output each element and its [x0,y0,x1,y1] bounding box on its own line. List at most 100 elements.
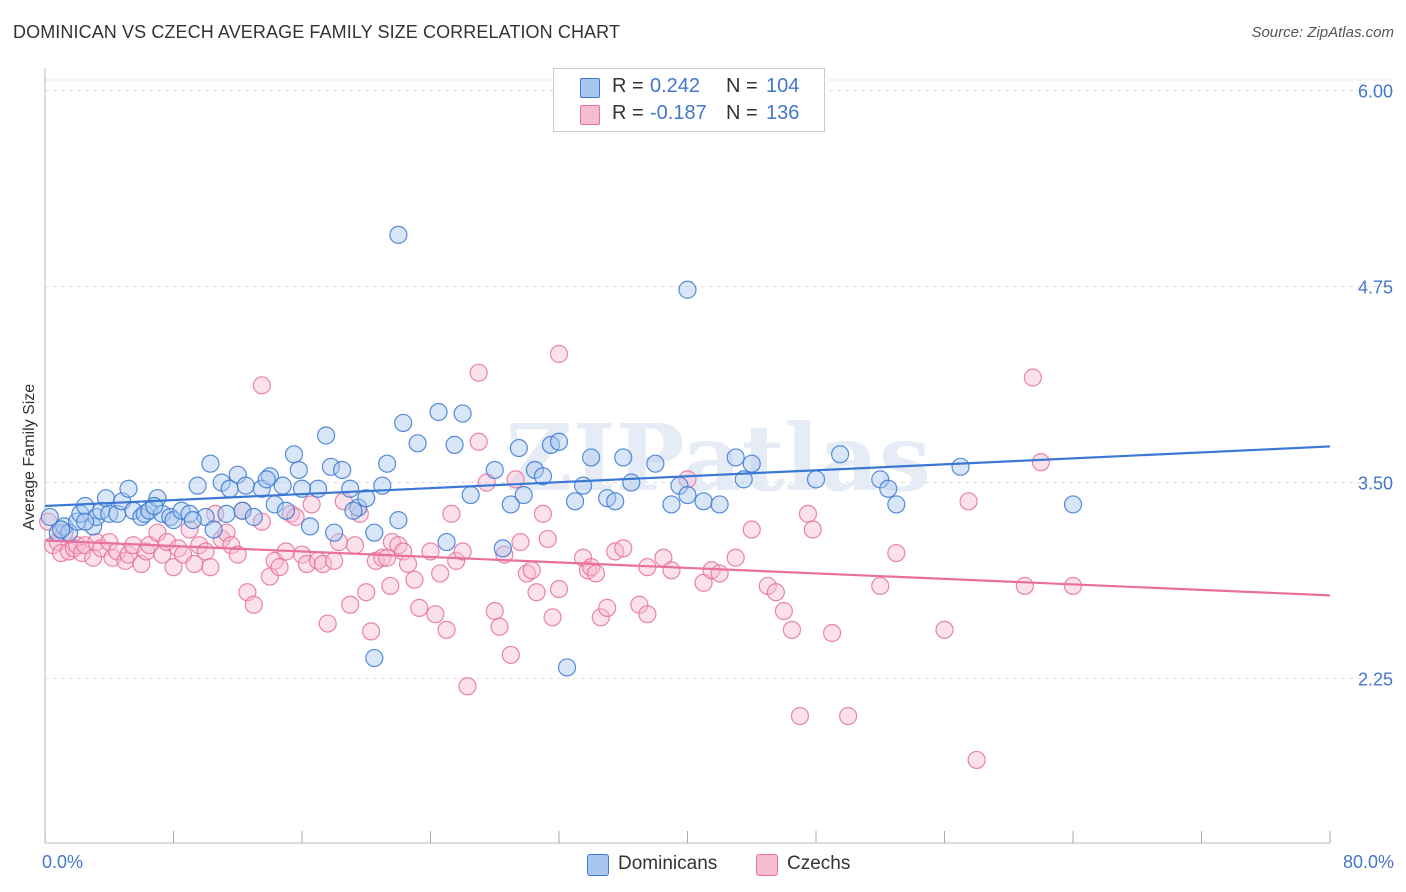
point-dominicans [514,485,533,505]
legend-row-czechs: R = -0.187 N = 136 [554,101,824,127]
point-dominicans [344,501,363,520]
point-dominicans [161,507,180,527]
point-dominicans [509,438,528,458]
point-dominicans [485,460,504,480]
point-dominicans [341,479,360,498]
y-tick-label: 6.00 [1358,82,1393,102]
point-czechs [591,608,610,627]
trend-line-dominicans [44,445,1331,508]
point-dominicans [188,476,207,495]
point-dominicans [321,457,341,476]
point-dominicans [614,448,633,467]
point-czechs [318,614,337,633]
point-dominicans [236,476,255,495]
point-czechs [490,617,509,636]
point-czechs [935,620,954,639]
point-dominicans [830,445,850,464]
point-czechs [244,595,263,614]
point-czechs [887,543,906,563]
series-legend: Dominicans Czechs [0,852,1406,878]
n-value: 104 [766,75,800,97]
point-dominicans [119,479,138,498]
point-dominicans [357,489,376,508]
point-czechs [297,554,316,574]
point-dominicans [316,426,336,445]
point-dominicans [445,435,464,454]
point-czechs [373,548,392,567]
r-value: -0.187 [650,102,707,124]
point-dominicans [1063,495,1083,514]
point-czechs [469,432,488,451]
point-czechs [543,608,562,627]
point-dominicans [806,470,826,489]
axes [44,68,1331,844]
y-tick-label: 4.75 [1358,278,1393,298]
point-czechs [538,529,557,549]
point-dominicans [879,479,898,498]
point-dominicans [394,413,413,433]
point-czechs [447,551,466,570]
point-czechs [201,558,220,577]
swatch-dominicans [580,78,600,98]
point-czechs [1015,576,1034,596]
point-czechs [790,706,810,726]
point-czechs [774,601,793,621]
point-czechs [196,542,215,561]
point-czechs [313,554,332,574]
point-czechs [798,504,818,523]
point-czechs [148,523,167,542]
point-dominicans [557,658,577,677]
point-czechs [822,623,842,643]
point-czechs [638,605,657,624]
point-dominicans [51,520,71,539]
point-dominicans [389,511,408,530]
y-tick-label: 3.50 [1358,474,1393,494]
legend-label-dominicans: Dominicans [618,853,718,874]
point-czechs [742,520,761,539]
point-czechs [410,598,429,617]
point-dominicans [365,523,384,542]
point-dominicans [606,492,625,511]
point-czechs [710,564,729,583]
point-dominicans [710,495,729,514]
point-czechs [281,504,300,523]
point-czechs [549,579,569,599]
point-czechs [437,620,456,639]
point-dominicans [260,467,279,486]
point-dominicans [678,280,697,299]
point-czechs [598,598,617,617]
swatch-czechs [580,105,600,125]
point-dominicans [233,501,252,520]
point-czechs [405,570,424,589]
point-dominicans [662,495,681,514]
point-dominicans [429,402,448,422]
point-czechs [533,504,553,523]
point-dominicans [573,476,593,495]
point-czechs [442,504,461,523]
point-czechs [164,558,183,577]
point-czechs [325,551,344,570]
y-axis-label: Average Family Size [21,384,38,531]
point-dominicans [257,470,276,489]
point-dominicans [183,511,202,530]
point-dominicans [694,492,713,511]
point-czechs [1031,453,1050,472]
point-czechs [485,601,504,621]
point-dominicans [726,448,745,467]
point-dominicans [742,454,761,473]
point-dominicans [461,485,480,505]
point-czechs [119,545,138,564]
point-dominicans [622,473,641,492]
point-czechs [614,539,633,558]
series-dominicans [40,225,1083,677]
n-label: N = [726,102,758,124]
point-dominicans [378,454,397,473]
point-czechs [453,542,472,561]
point-czechs [1023,368,1042,387]
point-dominicans [284,445,304,464]
point-czechs [871,576,890,596]
point-dominicans [76,512,95,531]
point-czechs [381,576,400,596]
point-czechs [302,495,321,514]
point-dominicans [533,467,553,486]
